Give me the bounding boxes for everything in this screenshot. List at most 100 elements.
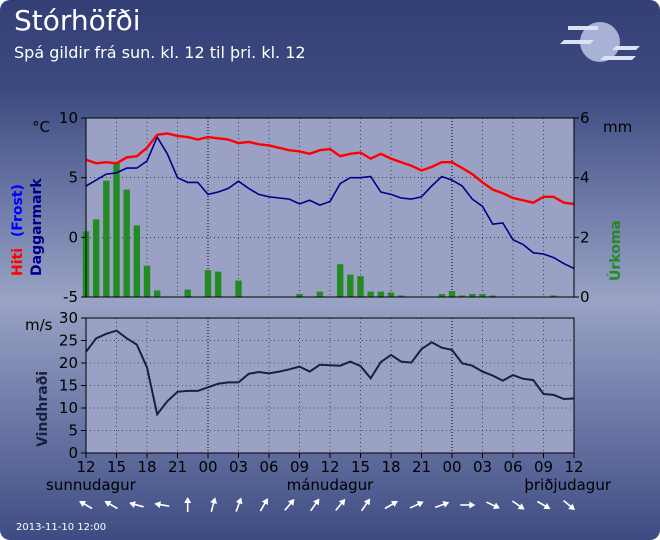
wind-direction-arrow (486, 501, 500, 510)
wind-direction-arrow (384, 500, 398, 510)
arrow-head (493, 502, 500, 510)
precip-bar (387, 292, 395, 297)
wind-direction-arrow (310, 498, 320, 512)
arrow-head (517, 503, 525, 510)
wind-direction-arrow (104, 500, 118, 510)
wind-tick-label: 30 (59, 309, 78, 327)
temp-tick-label: 5 (68, 169, 78, 187)
precip-bar (550, 295, 557, 297)
issue-timestamp: 2013-11-10 12:00 (16, 522, 107, 533)
precip-bar (489, 295, 496, 297)
wind-unit-label: m/s (25, 316, 53, 334)
wind-direction-arrow (154, 501, 170, 509)
arrow-head (235, 497, 243, 505)
wind-tick-label: 0 (68, 444, 78, 462)
precip-bar (479, 294, 486, 297)
temp-tick-label: 0 (68, 228, 78, 246)
wind-direction-arrow (460, 501, 476, 509)
wind-direction-arrow (409, 500, 424, 509)
wind-direction-arrow (259, 498, 268, 512)
x-tick-label: 18 (381, 458, 400, 476)
arrow-head (543, 502, 551, 510)
precip-bar (357, 276, 364, 297)
arrow-head (210, 497, 217, 504)
arrow-head (313, 498, 320, 506)
precip-bar (153, 290, 161, 297)
precipitation-axis-label: Úrkoma (606, 220, 624, 281)
day-label: sunnudagur (46, 476, 137, 494)
arrow-head (363, 498, 371, 506)
precip-bar (469, 294, 476, 297)
temperature-axis-label: Hiti (10, 248, 26, 276)
arrow-head (390, 500, 398, 508)
x-tick-label: 03 (473, 458, 492, 476)
precip-tick-label: 4 (580, 169, 590, 187)
wind-tick-label: 20 (59, 354, 78, 372)
precip-bar (143, 265, 151, 297)
x-tick-label: 15 (107, 458, 126, 476)
temp-tick-label: -5 (63, 288, 78, 306)
wind-axis-label: Vindhraði (35, 371, 51, 447)
precip-bar (113, 162, 120, 297)
x-tick-label: 12 (320, 458, 339, 476)
arrow-head (184, 497, 192, 503)
x-tick-label: 09 (290, 458, 309, 476)
precip-bar (397, 295, 405, 297)
precip-bar (204, 270, 212, 297)
wind-direction-arrow (235, 497, 243, 512)
arrow-head (261, 498, 268, 506)
precip-bar (92, 219, 100, 297)
precip-bar (347, 274, 354, 297)
arrow-head (287, 498, 295, 506)
wind-direction-arrow (360, 498, 371, 512)
wind-direction-arrow (563, 499, 576, 511)
x-tick-label: 12 (564, 458, 583, 476)
forecast-subtitle: Spá gildir frá sun. kl. 12 til þri. kl. … (14, 43, 306, 62)
x-tick-label: 06 (259, 458, 278, 476)
x-tick-label: 21 (412, 458, 431, 476)
arrow-head (104, 500, 112, 508)
x-tick-label: 21 (168, 458, 187, 476)
precip-unit-label: mm (603, 118, 632, 136)
wind-direction-arrow (184, 497, 192, 512)
wind-direction-arrow (210, 497, 217, 512)
x-tick-label: 15 (351, 458, 370, 476)
vedurstofa-logo-icon (560, 22, 640, 62)
precip-bar (296, 294, 303, 297)
temp-unit-label: °C (32, 118, 50, 136)
precip-tick-label: 6 (580, 109, 590, 127)
precip-tick-label: 2 (580, 228, 590, 246)
x-tick-label: 12 (76, 458, 95, 476)
temp-tick-label: 10 (59, 109, 78, 127)
x-tick-label: 00 (198, 458, 217, 476)
precip-bar (214, 271, 222, 297)
wind-direction-arrow (511, 500, 525, 510)
wind-direction-arrow (335, 498, 346, 511)
wind-tick-label: 10 (59, 399, 78, 417)
day-label: þriðjudagur (524, 476, 611, 494)
precip-bar (123, 189, 130, 297)
wind-tick-label: 15 (59, 377, 78, 395)
wind-direction-arrow (79, 500, 93, 510)
precip-bar (458, 295, 466, 297)
temp-axis-label: Hiti (Frost) (10, 184, 26, 276)
arrow-head (338, 498, 346, 506)
precip-tick-label: 0 (580, 288, 590, 306)
dewpoint-axis-label: Daggarmark (29, 178, 45, 276)
arrow-head (79, 500, 87, 508)
wind-direction-arrow (129, 501, 144, 508)
x-tick-label: 09 (534, 458, 553, 476)
precip-bar (438, 294, 446, 297)
x-tick-label: 03 (229, 458, 248, 476)
precip-bar (316, 291, 324, 297)
precip-bar (336, 264, 344, 297)
x-tick-label: 18 (137, 458, 156, 476)
day-label: mánudagur (287, 476, 375, 494)
precip-bar (377, 291, 385, 297)
wind-tick-label: 5 (68, 422, 78, 440)
arrow-head (568, 503, 576, 511)
precip-bar (367, 291, 374, 297)
temperature-line (85, 132, 575, 206)
